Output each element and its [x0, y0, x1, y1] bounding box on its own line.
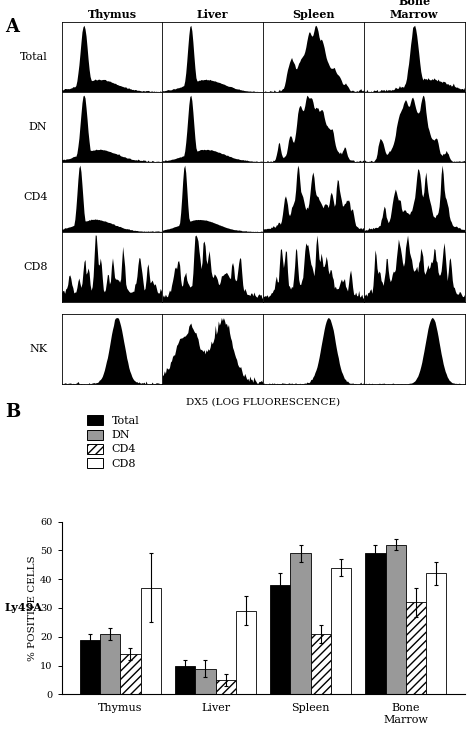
- Bar: [331, 567, 351, 694]
- Text: Bone
Marrow: Bone Marrow: [390, 0, 438, 20]
- Text: B: B: [5, 403, 20, 420]
- Bar: [310, 634, 331, 694]
- Text: CD4: CD4: [23, 192, 47, 202]
- Text: Spleen: Spleen: [292, 9, 335, 20]
- Text: CD8: CD8: [23, 262, 47, 272]
- Bar: [141, 588, 161, 694]
- Bar: [270, 585, 291, 694]
- Bar: [385, 545, 406, 694]
- Bar: [216, 680, 236, 694]
- Bar: [406, 602, 426, 694]
- Legend: Total, DN, CD4, CD8: Total, DN, CD4, CD8: [87, 415, 139, 469]
- Bar: [426, 573, 446, 694]
- Text: Total: Total: [19, 52, 47, 62]
- Text: Thymus: Thymus: [87, 9, 137, 20]
- Bar: [236, 611, 256, 694]
- Text: NK: NK: [29, 344, 47, 354]
- Bar: [100, 634, 120, 694]
- Text: Ly49A: Ly49A: [5, 602, 43, 613]
- Text: DN: DN: [29, 122, 47, 132]
- Bar: [80, 640, 100, 694]
- Y-axis label: % POSITIVE CELLS: % POSITIVE CELLS: [28, 555, 37, 661]
- Bar: [175, 666, 195, 694]
- Bar: [120, 654, 141, 694]
- Bar: [291, 553, 310, 694]
- Text: A: A: [5, 18, 19, 37]
- Bar: [195, 669, 216, 694]
- Text: Liver: Liver: [197, 9, 228, 20]
- Text: DX5 (LOG FLUORESCENCE): DX5 (LOG FLUORESCENCE): [186, 397, 340, 406]
- Bar: [365, 553, 385, 694]
